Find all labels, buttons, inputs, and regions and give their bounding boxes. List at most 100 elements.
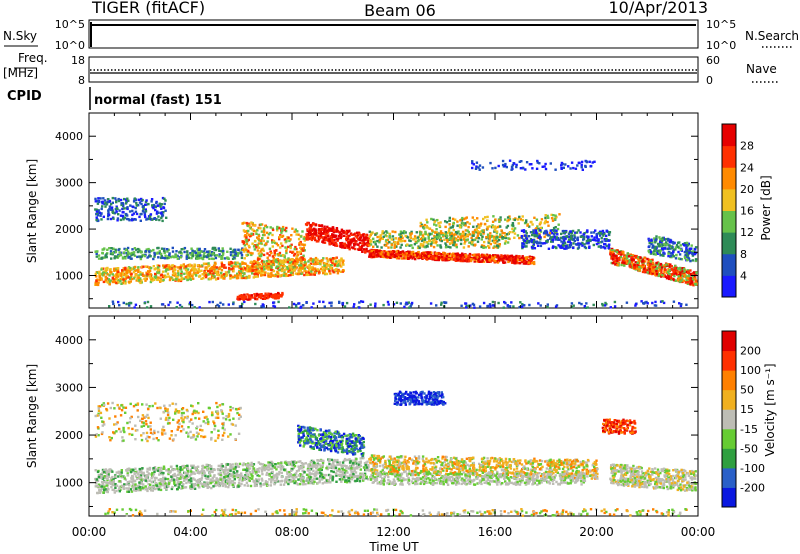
heatmap-cell	[463, 233, 466, 236]
heatmap-cell	[533, 262, 536, 266]
heatmap-cell	[556, 227, 560, 231]
heatmap-cell	[618, 250, 621, 254]
heatmap-cell	[203, 251, 206, 255]
heatmap-cell	[377, 250, 380, 253]
heatmap-cell	[651, 301, 654, 305]
heatmap-cell	[430, 242, 433, 246]
heatmap-cell	[604, 247, 607, 250]
heatmap-cell	[654, 241, 657, 244]
heatmap-cell	[264, 224, 267, 228]
heatmap-cell	[318, 236, 322, 240]
heatmap-cell	[276, 244, 280, 247]
heatmap-cell	[667, 275, 670, 278]
heatmap-cell	[177, 271, 180, 274]
heatmap-cell	[372, 245, 375, 248]
heatmap-cell	[645, 268, 648, 272]
heatmap-cell	[550, 240, 553, 243]
heatmap-cell	[544, 219, 547, 222]
heatmap-cell	[427, 254, 431, 258]
heatmap-cell	[329, 239, 332, 243]
heatmap-cell	[137, 269, 140, 272]
heatmap-cell	[266, 252, 269, 255]
heatmap-cell	[634, 255, 637, 259]
heatmap-cell	[211, 300, 214, 304]
heatmap-cell	[236, 261, 239, 264]
heatmap-cell	[319, 267, 323, 271]
heatmap-cell	[683, 273, 686, 276]
heatmap-cell	[245, 229, 249, 233]
heatmap-cell	[508, 217, 512, 221]
heatmap-cell	[261, 265, 264, 268]
heatmap-cell	[266, 295, 270, 298]
heatmap-cell	[100, 268, 103, 271]
heatmap-cell	[504, 255, 507, 259]
heatmap-cell	[121, 271, 124, 274]
heatmap-cell	[386, 256, 389, 259]
heatmap-cell	[236, 252, 239, 255]
heatmap-cell	[262, 227, 266, 230]
heatmap-cell	[462, 238, 466, 241]
heatmap-cell	[279, 259, 282, 263]
heatmap-cell	[271, 228, 275, 232]
heatmap-cell	[536, 159, 539, 163]
heatmap-cell	[104, 201, 107, 205]
heatmap-cell	[678, 267, 681, 270]
heatmap-cell	[127, 199, 130, 202]
heatmap-cell	[324, 272, 327, 275]
heatmap-cell	[510, 261, 514, 264]
heatmap-cell	[334, 260, 338, 263]
heatmap-cell	[126, 254, 129, 258]
heatmap-cell	[261, 273, 265, 277]
heatmap-cell	[601, 240, 604, 243]
heatmap-cell	[265, 264, 268, 267]
heatmap-cell	[261, 297, 265, 300]
heatmap-cell	[634, 268, 637, 271]
heatmap-cell	[623, 261, 626, 265]
heatmap-cell	[242, 276, 245, 280]
heatmap-cell	[251, 269, 254, 273]
heatmap-cell	[171, 255, 174, 258]
heatmap-cell	[613, 300, 617, 304]
heatmap-cell	[127, 252, 130, 255]
heatmap-cell	[287, 267, 291, 270]
heatmap-cell	[121, 272, 124, 275]
heatmap-cell	[680, 258, 684, 261]
heatmap-cell	[275, 296, 278, 300]
heatmap-cell	[170, 267, 173, 270]
heatmap-cell	[256, 249, 259, 252]
heatmap-cell	[345, 244, 348, 248]
heatmap-cell	[605, 229, 609, 233]
heatmap-cell	[99, 197, 102, 200]
heatmap-cell	[97, 254, 101, 257]
heatmap-cell	[272, 257, 275, 260]
heatmap-cell	[329, 236, 333, 239]
heatmap-cell	[125, 217, 129, 221]
heatmap-cell	[146, 256, 149, 259]
heatmap-cell	[102, 273, 106, 276]
heatmap-cell	[248, 233, 251, 236]
heatmap-cell	[155, 212, 159, 215]
heatmap-cell	[535, 218, 539, 221]
heatmap-cell	[601, 229, 605, 233]
heatmap-cell	[335, 227, 339, 230]
heatmap-cell	[205, 250, 209, 253]
heatmap-cell	[500, 254, 503, 257]
heatmap-cell	[687, 244, 690, 247]
heatmap-cell	[108, 305, 111, 308]
heatmap-cell	[665, 277, 669, 280]
heatmap-cell	[245, 266, 249, 270]
heatmap-cell	[550, 213, 553, 217]
heatmap-cell	[603, 243, 606, 246]
heatmap-cell	[466, 260, 469, 263]
heatmap-cell	[428, 257, 431, 260]
heatmap-cell	[144, 215, 147, 219]
heatmap-cell	[505, 165, 508, 169]
heatmap-cell	[677, 276, 680, 279]
heatmap-cell	[220, 261, 223, 264]
heatmap-cell	[581, 244, 584, 247]
heatmap-cell	[571, 229, 575, 233]
heatmap-cell	[318, 262, 321, 265]
heatmap-cell	[101, 272, 104, 275]
heatmap-cell	[101, 267, 105, 270]
heatmap-cell	[294, 264, 297, 267]
